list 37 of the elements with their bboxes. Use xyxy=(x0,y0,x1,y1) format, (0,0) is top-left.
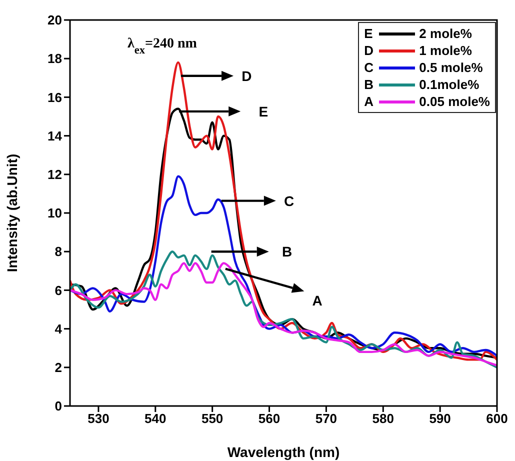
y-tick-label: 2 xyxy=(54,360,62,376)
legend-label: 0.05 mole% xyxy=(419,93,490,110)
y-tick-label: 0 xyxy=(54,398,62,414)
annotation: E xyxy=(364,25,374,42)
x-tick-label: 590 xyxy=(429,411,451,426)
x-tick-label: 550 xyxy=(201,411,224,426)
annotation: A xyxy=(364,93,375,110)
y-tick-label: 4 xyxy=(54,321,63,336)
x-axis-title: Wavelength (nm) xyxy=(227,444,340,460)
x-tick-label: 540 xyxy=(144,411,166,426)
x-tick-label: 600 xyxy=(486,411,508,426)
y-tick-label: 10 xyxy=(48,206,62,221)
annotation: A xyxy=(312,292,322,308)
legend-label: 0.1mole% xyxy=(419,76,480,93)
legend-label: 2 mole% xyxy=(419,25,472,42)
annotation: C xyxy=(364,59,375,76)
annotation: B xyxy=(364,76,375,93)
y-tick-label: 18 xyxy=(48,51,62,66)
annotation: C xyxy=(284,192,294,209)
x-tick-label: 580 xyxy=(372,411,394,426)
legend-label: 1 mole% xyxy=(419,42,472,59)
y-tick-label: 8 xyxy=(54,244,62,260)
x-tick-label: 570 xyxy=(315,411,338,426)
y-tick-label: 6 xyxy=(54,282,62,298)
y-axis-title: Intensity (ab.Unit) xyxy=(4,154,20,272)
annotation: D xyxy=(242,68,252,84)
x-tick-label: 560 xyxy=(258,411,280,426)
annotation: E xyxy=(258,104,268,120)
y-tick-label: 20 xyxy=(48,12,62,28)
y-tick-label: 14 xyxy=(48,128,63,144)
x-tick-label: 530 xyxy=(88,411,110,426)
annotation: D xyxy=(364,42,375,59)
legend-label: 0.5 mole% xyxy=(419,59,483,76)
annotation: B xyxy=(282,244,292,260)
y-tick-label: 12 xyxy=(48,167,62,182)
y-tick-label: 16 xyxy=(48,90,62,105)
annotation: λ$_{ex}$=240 nm xyxy=(128,36,198,56)
